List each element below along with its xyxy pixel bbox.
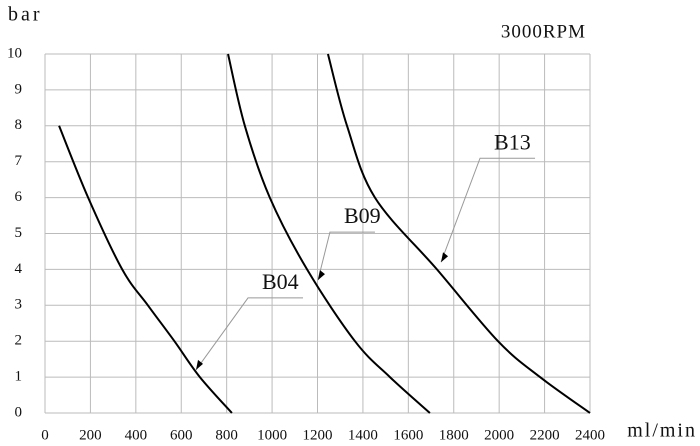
curve — [326, 53, 591, 414]
y-tick-label: 0 — [15, 404, 23, 420]
y-tick-label: 7 — [15, 153, 23, 169]
x-tick-label: 800 — [215, 427, 238, 443]
subtitle: 3000RPM — [501, 21, 586, 42]
x-tick-label: 200 — [79, 427, 102, 443]
y-tick-label: 1 — [15, 369, 23, 385]
y-tick-label: 5 — [15, 225, 23, 241]
leader-line — [440, 157, 536, 263]
leader-arrow — [317, 270, 325, 281]
y-tick-label: 9 — [15, 81, 23, 97]
x-tick-label: 2200 — [530, 427, 560, 443]
y-tick-label: 2 — [15, 333, 23, 349]
leader-line — [195, 297, 304, 371]
leader-arrow — [441, 252, 449, 263]
x-axis-label: ml/min — [627, 420, 697, 442]
leader-arrow — [196, 359, 204, 370]
y-axis-label: bar — [8, 4, 43, 26]
x-tick-label: 400 — [125, 427, 148, 443]
x-tick-label: 1400 — [348, 427, 378, 443]
annotation-label: B09 — [344, 203, 381, 228]
y-tick-label: 8 — [15, 117, 23, 133]
y-tick-label: 4 — [15, 261, 23, 277]
x-tick-label: 2000 — [484, 427, 514, 443]
curve — [227, 53, 431, 414]
x-tick-label: 1000 — [257, 427, 287, 443]
annotation-label: B13 — [494, 129, 531, 154]
y-tick-label: 6 — [15, 189, 23, 205]
x-tick-label: 1200 — [303, 427, 333, 443]
curve — [58, 125, 233, 414]
annotation-label: B04 — [262, 269, 299, 294]
y-tick-label: 3 — [15, 297, 23, 313]
x-tick-label: 1600 — [393, 427, 423, 443]
x-tick-label: 1800 — [439, 427, 469, 443]
x-tick-label: 2400 — [575, 427, 605, 443]
y-tick-label: 10 — [7, 45, 22, 61]
x-tick-label: 0 — [41, 427, 49, 443]
leader-line — [317, 231, 375, 281]
x-tick-label: 600 — [170, 427, 193, 443]
